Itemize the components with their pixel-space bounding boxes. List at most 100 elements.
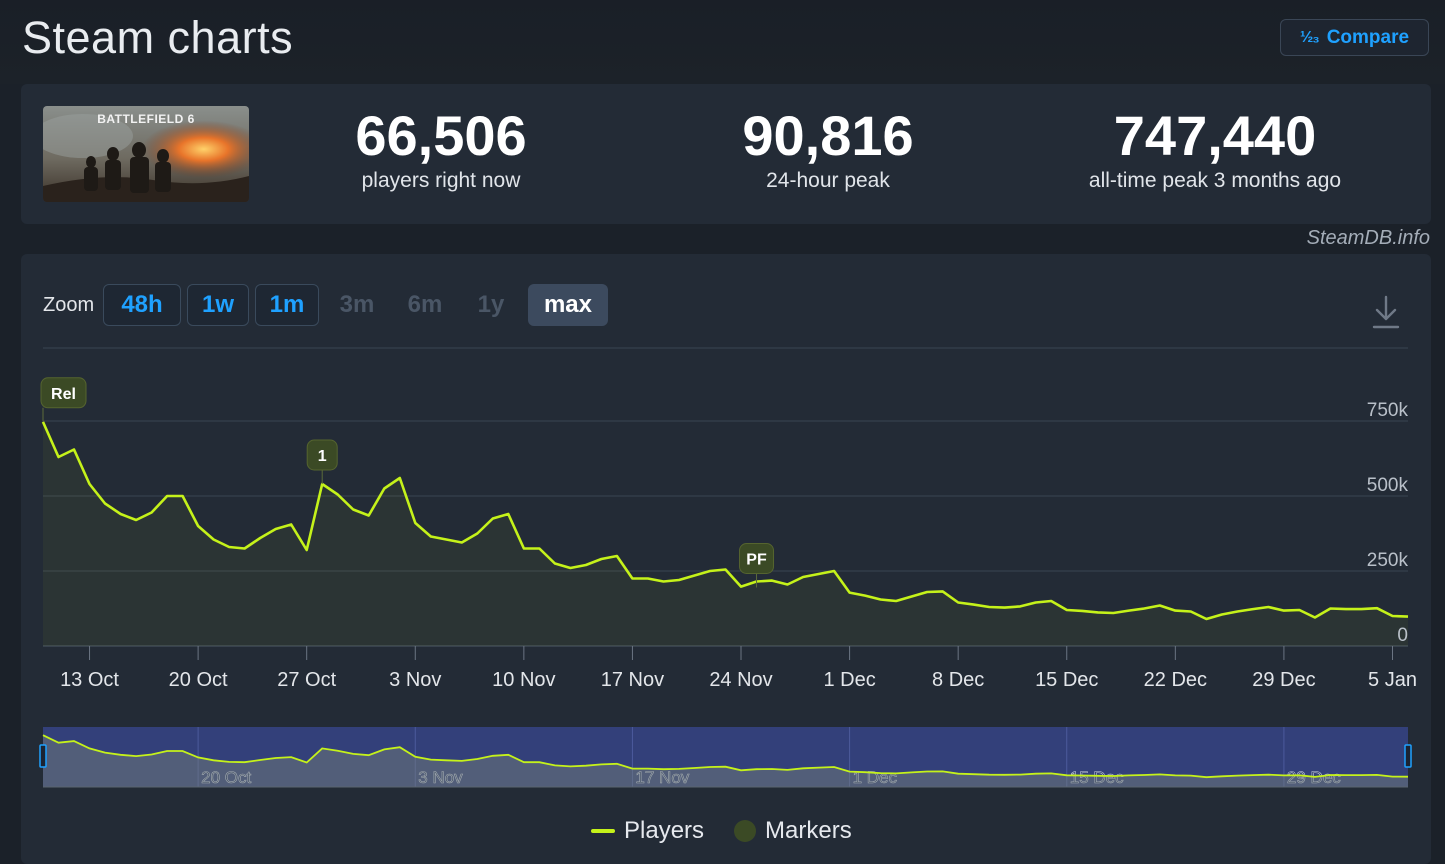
data-point[interactable] [505,511,511,517]
data-point[interactable] [1002,605,1008,611]
navigator-right-handle[interactable] [1404,744,1412,768]
data-point[interactable] [1188,609,1194,615]
data-point[interactable] [1296,607,1302,613]
data-point[interactable] [1017,603,1023,609]
data-point[interactable] [1281,608,1287,614]
data-point[interactable] [1343,606,1349,612]
data-point[interactable] [909,594,915,600]
data-point[interactable] [1126,608,1132,614]
navigator-left-handle[interactable] [39,744,47,768]
marker-flag[interactable] [306,439,338,471]
data-point[interactable] [1172,608,1178,614]
data-point[interactable] [195,523,201,529]
data-point[interactable] [1048,598,1054,604]
data-point[interactable] [87,481,93,487]
data-point[interactable] [304,547,310,553]
download-icon[interactable] [1371,294,1401,330]
data-point[interactable] [847,590,853,596]
data-point[interactable] [1079,608,1085,614]
data-point[interactable] [180,493,186,499]
data-point[interactable] [723,567,729,573]
data-point[interactable] [102,501,108,507]
data-point[interactable] [1110,610,1116,616]
data-point[interactable] [1250,606,1256,612]
zoom-1m-button[interactable]: 1m [255,284,319,326]
data-point[interactable] [1219,612,1225,618]
data-point[interactable] [443,537,449,543]
data-point[interactable] [1234,609,1240,615]
data-point[interactable] [1327,606,1333,612]
zoom-max-button[interactable]: max [528,284,608,326]
data-point[interactable] [428,534,434,540]
data-point[interactable] [1157,603,1163,609]
data-point[interactable] [242,546,248,552]
data-point[interactable] [211,537,217,543]
data-point[interactable] [800,574,806,580]
data-point[interactable] [412,520,418,526]
data-point[interactable] [1203,616,1209,622]
data-point[interactable] [1095,609,1101,615]
data-point[interactable] [1374,605,1380,611]
data-point[interactable] [940,588,946,594]
data-point[interactable] [862,593,868,599]
data-point[interactable] [645,576,651,582]
zoom-48h-button[interactable]: 48h [103,284,181,326]
legend-markers[interactable]: Markers [734,817,852,845]
stat-alltime-peak-label[interactable]: all-time peak 3 months ago [1088,169,1342,192]
data-point[interactable] [1312,615,1318,621]
data-point[interactable] [816,571,822,577]
data-point[interactable] [397,475,403,481]
data-point[interactable] [691,573,697,579]
players-chart[interactable]: 13 Oct 20 Oct 27 Oct 3 Nov 10 Nov 17 Nov 24 No… [21,254,1431,814]
data-point[interactable] [536,546,542,552]
players-series-line[interactable] [41,421,1409,621]
data-point[interactable] [257,535,263,541]
data-point[interactable] [118,511,124,517]
game-thumbnail[interactable]: BATTLEFIELD 6 [43,106,249,202]
compare-button[interactable]: ½₃ Compare [1280,19,1429,56]
data-point[interactable] [1389,613,1395,619]
marker-flag[interactable] [739,543,775,574]
data-point[interactable] [1141,606,1147,612]
data-point[interactable] [831,568,837,574]
data-point[interactable] [149,510,155,516]
data-point[interactable] [738,584,744,590]
data-point[interactable] [521,546,527,552]
data-point[interactable] [1358,606,1364,612]
data-point[interactable] [986,604,992,610]
zoom-1w-button[interactable]: 1w [187,284,249,326]
steamdb-credit[interactable]: SteamDB.info [1306,227,1430,249]
data-point[interactable] [924,589,930,595]
data-point[interactable] [660,579,666,585]
data-point[interactable] [1064,607,1070,613]
data-point[interactable] [785,582,791,588]
data-point[interactable] [474,531,480,537]
data-point[interactable] [629,576,635,582]
data-point[interactable] [878,597,884,603]
data-point[interactable] [164,493,170,499]
data-point[interactable] [614,553,620,559]
data-point[interactable] [273,526,279,532]
data-point[interactable] [350,507,356,513]
data-point[interactable] [71,447,77,453]
data-point[interactable] [226,544,232,550]
navigator-band[interactable] [43,727,1408,787]
data-point[interactable] [490,516,496,522]
data-point[interactable] [583,562,589,568]
data-point[interactable] [707,568,713,574]
data-point[interactable] [769,578,775,584]
data-point[interactable] [56,454,62,460]
data-point[interactable] [971,602,977,608]
legend-players[interactable]: Players [591,817,704,845]
data-point[interactable] [676,577,682,583]
data-point[interactable] [366,513,372,519]
data-point[interactable] [567,565,573,571]
data-point[interactable] [552,561,558,567]
data-point[interactable] [598,556,604,562]
data-point[interactable] [459,540,465,546]
data-point[interactable] [133,517,139,523]
marker-flag[interactable] [40,377,87,409]
data-point[interactable] [1033,600,1039,606]
data-point[interactable] [955,600,961,606]
data-point[interactable] [288,522,294,528]
